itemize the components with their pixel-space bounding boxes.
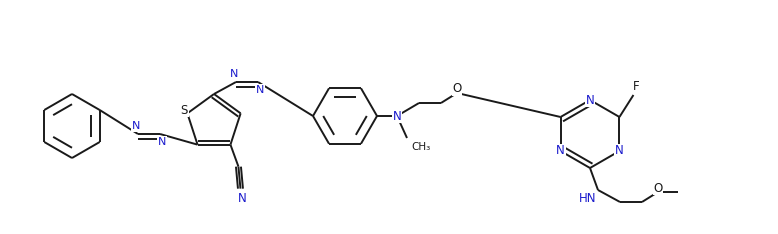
Text: S: S	[180, 104, 188, 117]
Text: CH₃: CH₃	[411, 142, 430, 152]
Text: N: N	[158, 137, 166, 147]
Text: N: N	[256, 85, 265, 95]
Text: N: N	[586, 94, 594, 106]
Text: N: N	[615, 145, 624, 157]
Text: N: N	[393, 110, 401, 123]
Text: HN: HN	[580, 191, 597, 205]
Text: N: N	[556, 145, 565, 157]
Text: N: N	[131, 121, 140, 131]
Text: O: O	[654, 182, 663, 194]
Text: O: O	[452, 83, 461, 95]
Text: N: N	[238, 192, 247, 205]
Text: N: N	[230, 69, 238, 79]
Text: F: F	[633, 80, 640, 94]
